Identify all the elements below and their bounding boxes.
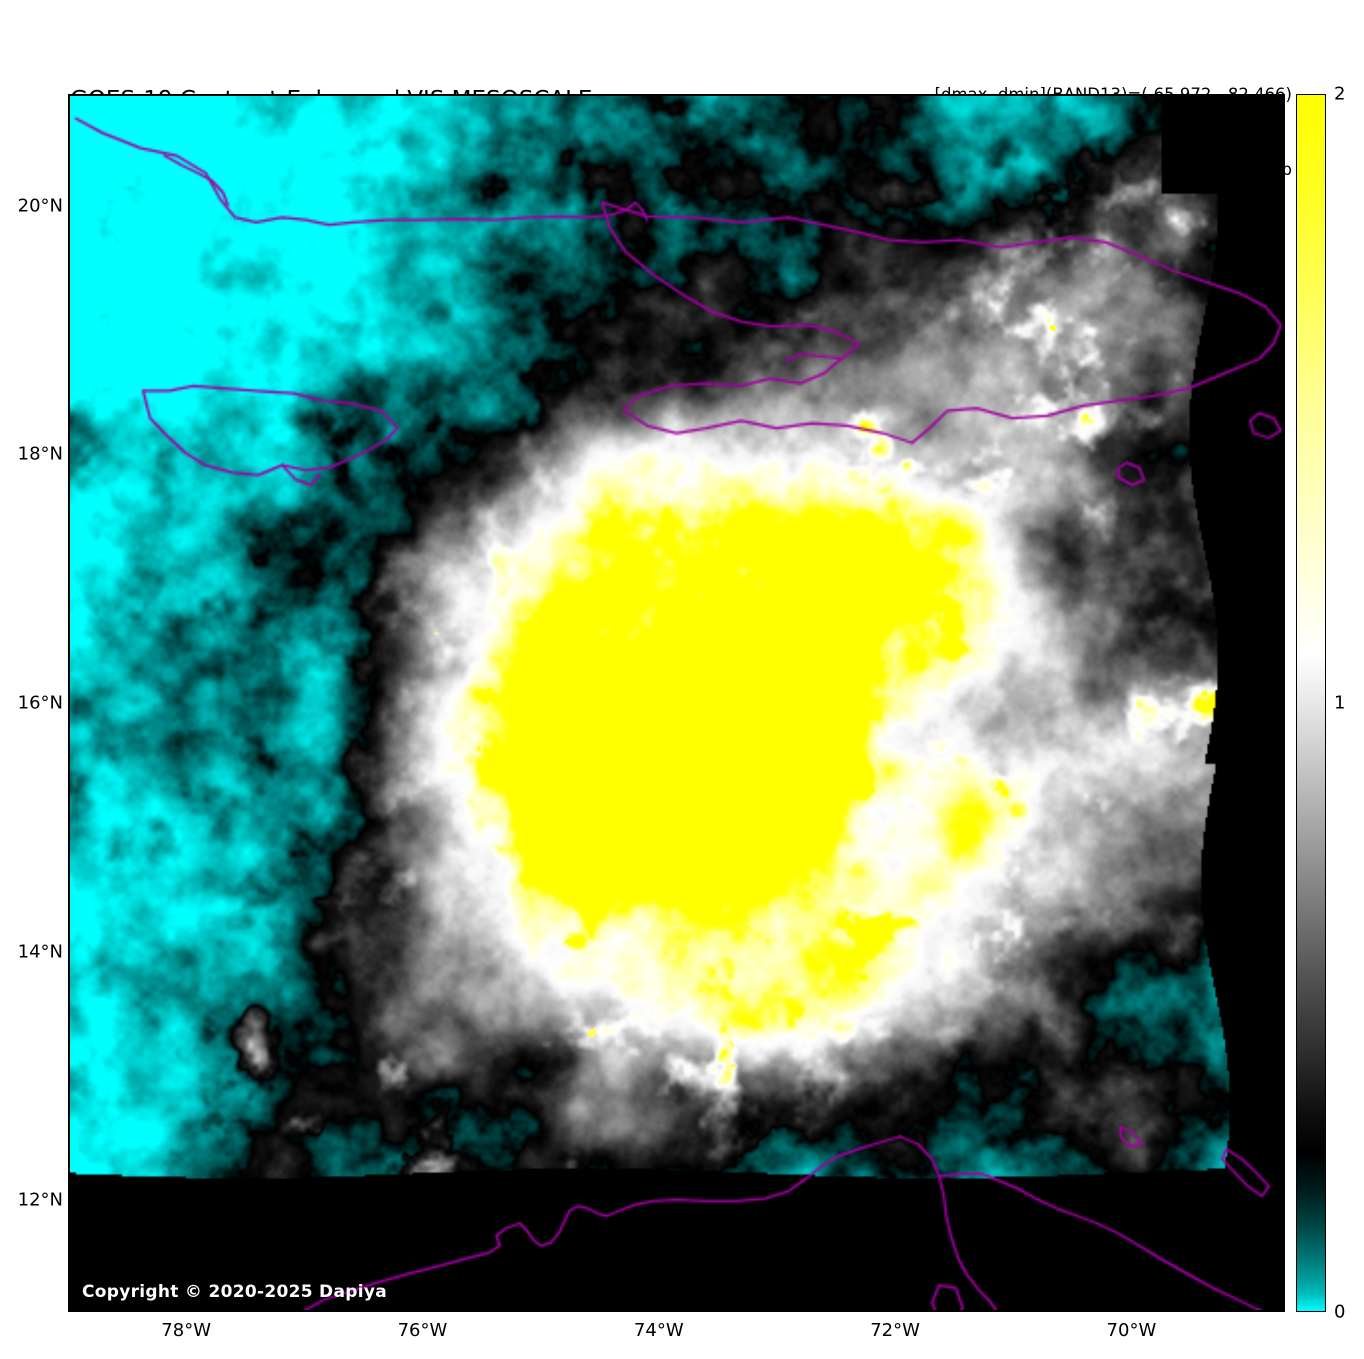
x-axis-tick-label: 70°W xyxy=(1106,1320,1157,1341)
x-axis-tick-label: 78°W xyxy=(161,1320,211,1341)
satellite-image-plot[interactable]: Copyright © 2020-2025 Dapiya xyxy=(68,94,1285,1312)
colorbar-gradient xyxy=(1296,94,1326,1312)
x-axis-tick-label: 72°W xyxy=(870,1320,920,1341)
colorbar-tick-label: 0 xyxy=(1334,1301,1346,1323)
y-axis-tick-label: 18°N xyxy=(17,443,63,465)
y-axis-tick-label: 16°N xyxy=(17,692,63,714)
x-axis-tick-label: 74°W xyxy=(633,1320,684,1341)
y-axis-tick-label: 14°N xyxy=(17,941,63,963)
satellite-imagery-canvas xyxy=(70,96,1283,1310)
copyright-notice: Copyright © 2020-2025 Dapiya xyxy=(82,1282,387,1302)
colorbar-tick-label: 2 xyxy=(1334,83,1346,105)
colorbar xyxy=(1296,94,1326,1312)
y-axis-tick-label: 20°N xyxy=(17,195,63,217)
colorbar-tick-label: 1 xyxy=(1334,692,1346,714)
y-axis-tick-label: 12°N xyxy=(17,1189,63,1211)
x-axis-tick-label: 76°W xyxy=(397,1320,448,1341)
